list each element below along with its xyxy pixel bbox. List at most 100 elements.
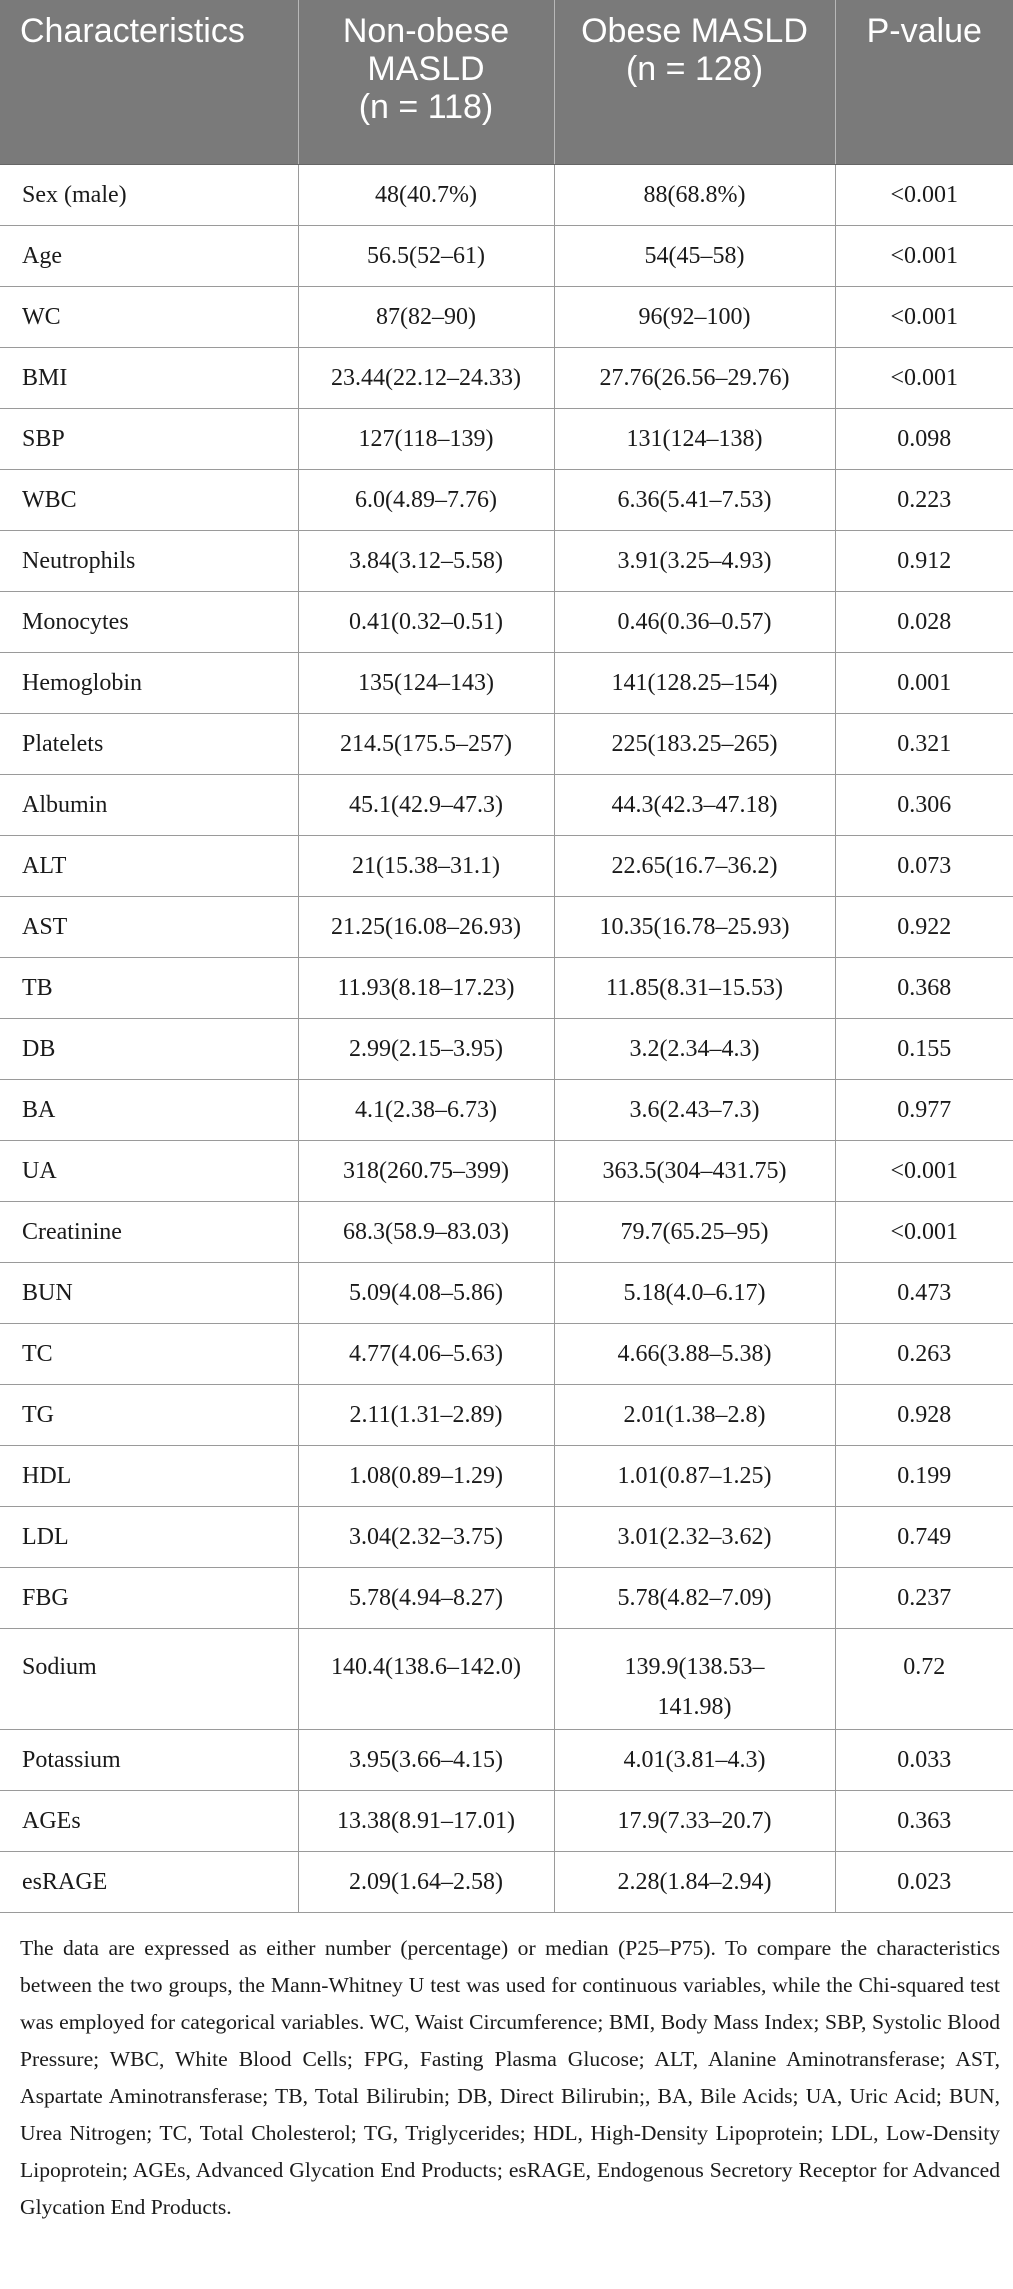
cell-obese: 10.35(16.78–25.93) [553, 896, 836, 958]
cell-obese: 96(92–100) [553, 286, 836, 348]
table-row: Potassium 3.95(3.66–4.15) 4.01(3.81–4.3) 0.… [0, 1729, 1013, 1791]
row-label: BUN [0, 1262, 299, 1324]
header-non-obese-line1: Non-obese [342, 12, 510, 50]
cell-p-value: 0.922 [834, 896, 1013, 958]
row-label: WBC [0, 469, 299, 531]
row-label: UA [0, 1140, 299, 1202]
cell-obese: 131(124–138) [553, 408, 836, 470]
table-row: WBC 6.0(4.89–7.76) 6.36(5.41–7.53) 0.223 [0, 469, 1013, 531]
cell-p-value: 0.912 [834, 530, 1013, 592]
table-header: Characteristics Non-obese MASLD (n = 118… [0, 0, 1013, 165]
cell-non-obese: 318(260.75–399) [297, 1140, 555, 1202]
cell-p-value: <0.001 [834, 286, 1013, 348]
cell-obese: 139.9(138.53–141.98) [553, 1628, 836, 1730]
cell-p-value: 0.321 [834, 713, 1013, 775]
cell-p-value: <0.001 [834, 347, 1013, 409]
row-label: Potassium [0, 1729, 299, 1791]
cell-p-value: 0.033 [834, 1729, 1013, 1791]
table-row: FBG 5.78(4.94–8.27) 5.78(4.82–7.09) 0.237 [0, 1567, 1013, 1629]
row-label: Age [0, 225, 299, 287]
cell-non-obese: 5.09(4.08–5.86) [297, 1262, 555, 1324]
table-row: Platelets 214.5(175.5–257) 225(183.25–265)… [0, 713, 1013, 775]
table-row: AGEs 13.38(8.91–17.01) 17.9(7.33–20.7) 0.36… [0, 1790, 1013, 1852]
table-row: UA 318(260.75–399) 363.5(304–431.75) <0.001 [0, 1140, 1013, 1202]
row-label: esRAGE [0, 1851, 299, 1913]
cell-p-value: 0.098 [834, 408, 1013, 470]
cell-non-obese: 4.1(2.38–6.73) [297, 1079, 555, 1141]
header-p-value: P-value [835, 0, 1013, 165]
row-label: TG [0, 1384, 299, 1446]
characteristics-table: Characteristics Non-obese MASLD (n = 118… [0, 0, 1013, 1913]
header-characteristics: Characteristics [0, 0, 299, 165]
cell-p-value: 0.306 [834, 774, 1013, 836]
table-row: Hemoglobin 135(124–143) 141(128.25–154) 0.0… [0, 652, 1013, 714]
row-label: SBP [0, 408, 299, 470]
row-label: Platelets [0, 713, 299, 775]
cell-obese: 88(68.8%) [553, 164, 836, 226]
cell-obese: 5.78(4.82–7.09) [553, 1567, 836, 1629]
row-label: HDL [0, 1445, 299, 1507]
cell-obese: 0.46(0.36–0.57) [553, 591, 836, 653]
cell-p-value: 0.199 [834, 1445, 1013, 1507]
row-label: AGEs [0, 1790, 299, 1852]
cell-obese: 79.7(65.25–95) [553, 1201, 836, 1263]
cell-non-obese: 0.41(0.32–0.51) [297, 591, 555, 653]
cell-p-value: 0.028 [834, 591, 1013, 653]
cell-non-obese: 6.0(4.89–7.76) [297, 469, 555, 531]
cell-non-obese: 214.5(175.5–257) [297, 713, 555, 775]
cell-non-obese: 5.78(4.94–8.27) [297, 1567, 555, 1629]
cell-obese: 5.18(4.0–6.17) [553, 1262, 836, 1324]
cell-obese: 54(45–58) [553, 225, 836, 287]
cell-non-obese: 127(118–139) [297, 408, 555, 470]
header-obese: Obese MASLD (n = 128) [554, 0, 836, 165]
cell-p-value: <0.001 [834, 225, 1013, 287]
row-label: DB [0, 1018, 299, 1080]
cell-non-obese: 3.84(3.12–5.58) [297, 530, 555, 592]
table-row: BMI 23.44(22.12–24.33) 27.76(26.56–29.76) <… [0, 347, 1013, 409]
cell-obese: 17.9(7.33–20.7) [553, 1790, 836, 1852]
table-row: Sodium 140.4(138.6–142.0) 139.9(138.53–141… [0, 1628, 1013, 1730]
cell-obese: 44.3(42.3–47.18) [553, 774, 836, 836]
cell-p-value: <0.001 [834, 1201, 1013, 1263]
table-row: Sex (male) 48(40.7%) 88(68.8%) <0.001 [0, 164, 1013, 226]
cell-non-obese: 48(40.7%) [297, 164, 555, 226]
cell-obese: 6.36(5.41–7.53) [553, 469, 836, 531]
cell-non-obese: 2.99(2.15–3.95) [297, 1018, 555, 1080]
cell-non-obese: 1.08(0.89–1.29) [297, 1445, 555, 1507]
table-row: Albumin 45.1(42.9–47.3) 44.3(42.3–47.18) 0.… [0, 774, 1013, 836]
cell-p-value: 0.749 [834, 1506, 1013, 1568]
table-row: TG 2.11(1.31–2.89) 2.01(1.38–2.8) 0.928 [0, 1384, 1013, 1446]
cell-non-obese: 21(15.38–31.1) [297, 835, 555, 897]
cell-non-obese: 68.3(58.9–83.03) [297, 1201, 555, 1263]
cell-non-obese: 45.1(42.9–47.3) [297, 774, 555, 836]
cell-non-obese: 21.25(16.08–26.93) [297, 896, 555, 958]
cell-obese: 11.85(8.31–15.53) [553, 957, 836, 1019]
table-row: SBP 127(118–139) 131(124–138) 0.098 [0, 408, 1013, 470]
row-label: Creatinine [0, 1201, 299, 1263]
cell-p-value: 0.073 [834, 835, 1013, 897]
cell-p-value: 0.023 [834, 1851, 1013, 1913]
row-label: TC [0, 1323, 299, 1385]
table-row: Creatinine 68.3(58.9–83.03) 79.7(65.25–95)… [0, 1201, 1013, 1263]
table-row: BUN 5.09(4.08–5.86) 5.18(4.0–6.17) 0.473 [0, 1262, 1013, 1324]
row-label: Hemoglobin [0, 652, 299, 714]
cell-p-value: 0.368 [834, 957, 1013, 1019]
table-row: HDL 1.08(0.89–1.29) 1.01(0.87–1.25) 0.199 [0, 1445, 1013, 1507]
row-label: AST [0, 896, 299, 958]
cell-obese: 22.65(16.7–36.2) [553, 835, 836, 897]
cell-non-obese: 2.09(1.64–2.58) [297, 1851, 555, 1913]
cell-non-obese: 11.93(8.18–17.23) [297, 957, 555, 1019]
header-non-obese: Non-obese MASLD (n = 118) [298, 0, 555, 165]
table-row: LDL 3.04(2.32–3.75) 3.01(2.32–3.62) 0.749 [0, 1506, 1013, 1568]
cell-non-obese: 140.4(138.6–142.0) [297, 1628, 555, 1730]
cell-obese: 2.01(1.38–2.8) [553, 1384, 836, 1446]
cell-p-value: 0.473 [834, 1262, 1013, 1324]
cell-non-obese: 2.11(1.31–2.89) [297, 1384, 555, 1446]
row-label: BA [0, 1079, 299, 1141]
cell-non-obese: 56.5(52–61) [297, 225, 555, 287]
cell-p-value: <0.001 [834, 1140, 1013, 1202]
row-label: Sodium [0, 1628, 299, 1730]
cell-non-obese: 4.77(4.06–5.63) [297, 1323, 555, 1385]
cell-obese: 4.01(3.81–4.3) [553, 1729, 836, 1791]
